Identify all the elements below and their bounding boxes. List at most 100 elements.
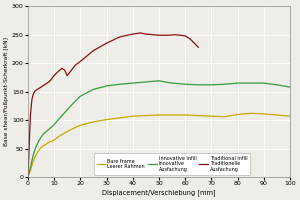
Innovative infill
Innovative
Ausfachung — [39, 136, 43, 138]
Bare frame
Leerer Rahmen — [196, 114, 200, 117]
Bare frame
Leerer Rahmen — [79, 124, 82, 126]
Innovative infill
Innovative
Ausfachung — [42, 133, 45, 135]
Traditional infill
Traditionelle
Ausfachung — [63, 69, 66, 71]
Innovative infill
Innovative
Ausfachung — [37, 141, 40, 143]
Innovative infill
Innovative
Ausfachung — [170, 82, 174, 84]
Innovative infill
Innovative
Ausfachung — [73, 100, 77, 103]
Bare frame
Leerer Rahmen — [30, 165, 34, 167]
Bare frame
Leerer Rahmen — [262, 113, 266, 115]
Bare frame
Leerer Rahmen — [47, 141, 51, 144]
Bare frame
Leerer Rahmen — [249, 112, 253, 115]
Innovative infill
Innovative
Ausfachung — [65, 109, 69, 111]
Bare frame
Leerer Rahmen — [58, 135, 61, 137]
Innovative infill
Innovative
Ausfachung — [50, 126, 53, 128]
Traditional infill
Traditionelle
Ausfachung — [34, 89, 38, 92]
Innovative infill
Innovative
Ausfachung — [249, 82, 253, 84]
Bare frame
Leerer Rahmen — [210, 115, 213, 117]
Bare frame
Leerer Rahmen — [73, 126, 77, 129]
Bare frame
Leerer Rahmen — [105, 118, 108, 121]
Bare frame
Leerer Rahmen — [31, 160, 35, 162]
Bare frame
Leerer Rahmen — [27, 173, 31, 175]
Bare frame
Leerer Rahmen — [44, 143, 48, 145]
Innovative infill
Innovative
Ausfachung — [47, 128, 51, 130]
Bare frame
Leerer Rahmen — [29, 169, 32, 172]
Traditional infill
Traditionelle
Ausfachung — [31, 93, 35, 96]
Bare frame
Leerer Rahmen — [65, 130, 69, 133]
Innovative infill
Innovative
Ausfachung — [26, 176, 30, 178]
Innovative infill
Innovative
Ausfachung — [131, 82, 134, 84]
Innovative infill
Innovative
Ausfachung — [30, 160, 34, 162]
Traditional infill
Traditionelle
Ausfachung — [73, 64, 77, 67]
Traditional infill
Traditionelle
Ausfachung — [92, 49, 95, 52]
Traditional infill
Traditionelle
Ausfachung — [178, 34, 182, 36]
Innovative infill
Innovative
Ausfachung — [262, 82, 266, 84]
Traditional infill
Traditionelle
Ausfachung — [60, 67, 64, 69]
Bare frame
Leerer Rahmen — [223, 116, 226, 118]
Traditional infill
Traditionelle
Ausfachung — [50, 78, 53, 80]
Traditional infill
Traditionelle
Ausfachung — [44, 82, 48, 85]
Bare frame
Leerer Rahmen — [275, 114, 279, 116]
Bare frame
Leerer Rahmen — [42, 145, 45, 147]
X-axis label: Displacement/Verschiebung [mm]: Displacement/Verschiebung [mm] — [102, 189, 216, 196]
Bare frame
Leerer Rahmen — [288, 115, 292, 117]
Bare frame
Leerer Rahmen — [39, 146, 43, 149]
Bare frame
Leerer Rahmen — [236, 113, 239, 116]
Bare frame
Leerer Rahmen — [92, 121, 95, 123]
Innovative infill
Innovative
Ausfachung — [27, 171, 31, 174]
Legend: Bare frame
Leerer Rahmen, Innovative infill
Innovative
Ausfachung, Traditional i: Bare frame Leerer Rahmen, Innovative inf… — [94, 153, 250, 175]
Traditional infill
Traditionelle
Ausfachung — [183, 35, 187, 37]
Innovative infill
Innovative
Ausfachung — [223, 83, 226, 85]
Bare frame
Leerer Rahmen — [183, 114, 187, 116]
Bare frame
Leerer Rahmen — [26, 176, 30, 178]
Traditional infill
Traditionelle
Ausfachung — [47, 81, 51, 83]
Traditional infill
Traditionelle
Ausfachung — [65, 74, 69, 77]
Bare frame
Leerer Rahmen — [144, 114, 148, 117]
Traditional infill
Traditionelle
Ausfachung — [28, 125, 32, 127]
Innovative infill
Innovative
Ausfachung — [29, 166, 32, 168]
Traditional infill
Traditionelle
Ausfachung — [37, 88, 40, 90]
Traditional infill
Traditionelle
Ausfachung — [27, 145, 31, 147]
Traditional infill
Traditionelle
Ausfachung — [42, 84, 45, 87]
Traditional infill
Traditionelle
Ausfachung — [131, 33, 134, 35]
Traditional infill
Traditionelle
Ausfachung — [55, 72, 58, 74]
Innovative infill
Innovative
Ausfachung — [79, 95, 82, 97]
Innovative infill
Innovative
Ausfachung — [183, 83, 187, 85]
Y-axis label: Base shear/Fußpunkt-Scherkraft [kN]: Base shear/Fußpunkt-Scherkraft [kN] — [4, 37, 9, 146]
Bare frame
Leerer Rahmen — [118, 117, 122, 119]
Traditional infill
Traditionelle
Ausfachung — [173, 33, 176, 36]
Traditional infill
Traditionelle
Ausfachung — [52, 74, 56, 77]
Traditional infill
Traditionelle
Ausfachung — [189, 38, 192, 40]
Traditional infill
Traditionelle
Ausfachung — [27, 159, 30, 161]
Traditional infill
Traditionelle
Ausfachung — [39, 86, 43, 88]
Traditional infill
Traditionelle
Ausfachung — [139, 32, 142, 34]
Line: Innovative infill
Innovative
Ausfachung: Innovative infill Innovative Ausfachung — [28, 81, 290, 177]
Traditional infill
Traditionelle
Ausfachung — [29, 113, 32, 116]
Traditional infill
Traditionelle
Ausfachung — [58, 69, 61, 72]
Traditional infill
Traditionelle
Ausfachung — [79, 60, 82, 63]
Bare frame
Leerer Rahmen — [50, 140, 53, 142]
Traditional infill
Traditionelle
Ausfachung — [157, 34, 161, 36]
Bare frame
Leerer Rahmen — [170, 114, 174, 116]
Bare frame
Leerer Rahmen — [34, 154, 38, 157]
Innovative infill
Innovative
Ausfachung — [118, 83, 122, 85]
Line: Bare frame
Leerer Rahmen: Bare frame Leerer Rahmen — [28, 113, 290, 177]
Bare frame
Leerer Rahmen — [157, 114, 161, 116]
Traditional infill
Traditionelle
Ausfachung — [168, 34, 171, 36]
Traditional infill
Traditionelle
Ausfachung — [144, 33, 148, 35]
Innovative infill
Innovative
Ausfachung — [288, 86, 292, 88]
Innovative infill
Innovative
Ausfachung — [210, 84, 213, 86]
Innovative infill
Innovative
Ausfachung — [144, 81, 148, 83]
Innovative infill
Innovative
Ausfachung — [275, 84, 279, 86]
Bare frame
Leerer Rahmen — [52, 139, 56, 141]
Innovative infill
Innovative
Ausfachung — [92, 88, 95, 91]
Traditional infill
Traditionelle
Ausfachung — [26, 176, 30, 178]
Innovative infill
Innovative
Ausfachung — [58, 117, 61, 120]
Traditional infill
Traditionelle
Ausfachung — [30, 99, 34, 101]
Traditional infill
Traditionelle
Ausfachung — [118, 36, 122, 38]
Innovative infill
Innovative
Ausfachung — [52, 124, 56, 126]
Innovative infill
Innovative
Ausfachung — [44, 130, 48, 133]
Traditional infill
Traditionelle
Ausfachung — [196, 46, 200, 48]
Innovative infill
Innovative
Ausfachung — [157, 80, 161, 82]
Innovative infill
Innovative
Ausfachung — [31, 154, 35, 157]
Line: Traditional infill
Traditionelle
Ausfachung: Traditional infill Traditionelle Ausfach… — [28, 33, 198, 177]
